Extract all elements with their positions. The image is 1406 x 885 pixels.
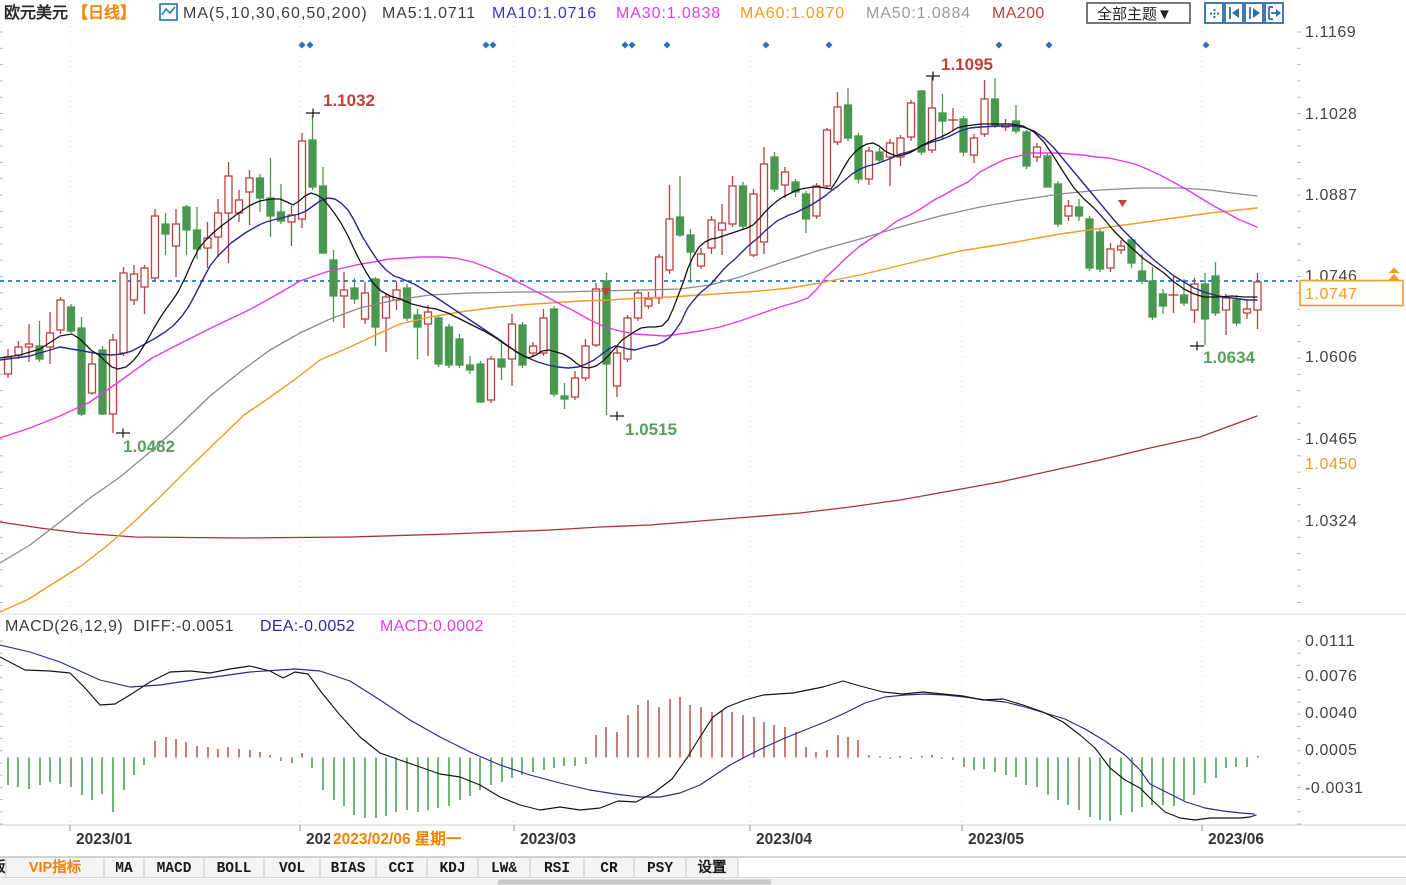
svg-text:CR: CR xyxy=(600,861,618,877)
svg-text:1.1028: 1.1028 xyxy=(1305,106,1358,123)
svg-text:1.0747: 1.0747 xyxy=(1305,286,1358,303)
svg-text:2023/01: 2023/01 xyxy=(76,831,132,848)
svg-text:MACD: MACD xyxy=(157,861,192,877)
svg-text:MA50:1.0884: MA50:1.0884 xyxy=(866,5,971,22)
svg-text:2023/02/06 星期一: 2023/02/06 星期一 xyxy=(333,829,462,848)
svg-text:KDJ: KDJ xyxy=(439,861,465,877)
svg-text:VIP指标: VIP指标 xyxy=(29,858,82,876)
svg-text:1.0515: 1.0515 xyxy=(625,420,677,439)
svg-text:RSI: RSI xyxy=(544,861,570,877)
svg-text:0.0111: 0.0111 xyxy=(1305,633,1355,650)
svg-text:MACD:0.0002: MACD:0.0002 xyxy=(380,618,484,635)
svg-text:1.0324: 1.0324 xyxy=(1305,513,1358,530)
svg-text:MA: MA xyxy=(115,861,133,877)
svg-text:1.0465: 1.0465 xyxy=(1305,431,1358,448)
svg-text:CCI: CCI xyxy=(388,861,414,877)
svg-text:1.1032: 1.1032 xyxy=(323,91,375,110)
svg-text:1.0482: 1.0482 xyxy=(123,437,175,456)
svg-text:全部主题▼: 全部主题▼ xyxy=(1097,5,1172,23)
svg-text:1.0887: 1.0887 xyxy=(1305,187,1358,204)
svg-text:设置: 设置 xyxy=(698,859,727,876)
svg-text:MA10:1.0716: MA10:1.0716 xyxy=(492,5,597,22)
svg-text:1.0450: 1.0450 xyxy=(1305,456,1358,473)
svg-text:DEA:-0.0052: DEA:-0.0052 xyxy=(260,618,355,635)
svg-text:VOL: VOL xyxy=(279,861,305,877)
svg-text:0.0040: 0.0040 xyxy=(1305,705,1358,722)
svg-text:BOLL: BOLL xyxy=(217,861,252,877)
svg-text:MA60:1.0870: MA60:1.0870 xyxy=(740,5,845,22)
svg-text:【日线】: 【日线】 xyxy=(72,3,136,22)
svg-text:MA200: MA200 xyxy=(992,5,1045,22)
svg-text:1.0634: 1.0634 xyxy=(1203,348,1256,367)
svg-text:1.1095: 1.1095 xyxy=(941,55,993,74)
svg-text:1.0606: 1.0606 xyxy=(1305,349,1358,366)
svg-text:0.0076: 0.0076 xyxy=(1305,668,1358,685)
svg-text:MA5:1.0711: MA5:1.0711 xyxy=(382,5,476,22)
svg-text:-0.0031: -0.0031 xyxy=(1305,780,1363,797)
svg-text:版: 版 xyxy=(0,858,6,876)
svg-text:欧元美元: 欧元美元 xyxy=(4,3,68,22)
svg-text:1.1169: 1.1169 xyxy=(1305,24,1356,41)
svg-text:MA30:1.0838: MA30:1.0838 xyxy=(616,5,721,22)
svg-text:2023/06: 2023/06 xyxy=(1208,831,1264,848)
svg-text:BIAS: BIAS xyxy=(331,861,366,877)
svg-text:0.0005: 0.0005 xyxy=(1305,742,1358,759)
svg-text:2023/03: 2023/03 xyxy=(520,831,576,848)
svg-text:2023/05: 2023/05 xyxy=(968,831,1024,848)
svg-text:MA(5,10,30,60,50,200): MA(5,10,30,60,50,200) xyxy=(183,5,368,22)
svg-text:2023/04: 2023/04 xyxy=(756,831,812,848)
svg-text:PSY: PSY xyxy=(647,861,673,877)
svg-text:LW&: LW& xyxy=(491,861,517,877)
svg-text:MACD(26,12,9) DIFF:-0.0051: MACD(26,12,9) DIFF:-0.0051 xyxy=(5,618,234,635)
